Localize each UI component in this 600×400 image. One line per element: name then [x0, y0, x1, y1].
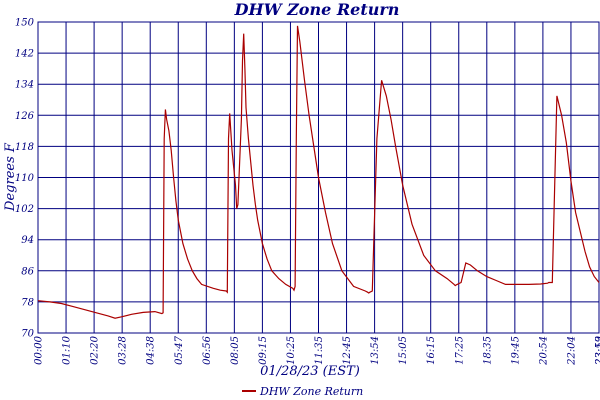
x-tick-label: 11:35: [314, 336, 325, 365]
x-tick-label: 01:10: [62, 335, 73, 364]
y-axis: 70 78 86 94 102 110 118 126 134 142 150: [15, 18, 35, 340]
legend-label: DHW Zone Return: [259, 385, 363, 398]
chart-title: DHW Zone Return: [234, 0, 400, 19]
y-tick-label: 86: [21, 266, 34, 277]
x-tick-label: 18:35: [482, 336, 493, 365]
x-tick-label: 22:04: [566, 336, 577, 366]
y-tick-label: 70: [21, 329, 34, 340]
x-tick-label: 12:45: [342, 336, 353, 365]
x-tick-label: 09:15: [258, 336, 269, 365]
plot-area-border: [37, 21, 600, 334]
x-tick-label: 05:47: [174, 335, 185, 364]
series-line-dhw-zone-return: [37, 25, 600, 319]
y-tick-label: 142: [15, 49, 34, 60]
x-tick-label: 23:59: [595, 335, 600, 365]
y-tick-label: 150: [15, 18, 35, 29]
y-tick-label: 118: [15, 142, 34, 153]
legend: DHW Zone Return: [242, 385, 363, 398]
y-tick-label: 110: [15, 173, 35, 184]
y-tick-label: 102: [15, 204, 34, 215]
y-axis-title: Degrees F: [3, 142, 18, 212]
x-tick-label: 06:56: [202, 335, 213, 364]
x-tick-label: 03:28: [118, 336, 129, 365]
x-tick-label: 08:05: [230, 336, 241, 365]
x-tick-label: 23:13: [595, 336, 600, 366]
y-tick-label: 126: [15, 111, 35, 122]
x-tick-label: 15:05: [398, 336, 409, 365]
x-tick-label: 04:38: [146, 336, 157, 365]
x-tick-label: 17:25: [454, 336, 465, 365]
y-tick-label: 94: [21, 235, 34, 246]
x-tick-label: 16:15: [426, 336, 437, 365]
x-tick-label: 02:20: [90, 335, 101, 364]
x-axis: 00:00 01:10 02:20 03:28 04:38 05:47 06:56 08:05…: [34, 335, 600, 365]
x-tick-label: 19:45: [510, 336, 521, 365]
x-tick-label: 20:54: [538, 336, 549, 366]
x-tick-label: 10:25: [286, 336, 297, 365]
y-tick-label: 134: [15, 80, 34, 91]
x-axis-title: 01/28/23 (EST): [260, 364, 360, 379]
y-tick-label: 78: [21, 297, 34, 308]
x-tick-label: 13:54: [370, 336, 381, 365]
x-tick-label: 00:00: [34, 335, 45, 364]
